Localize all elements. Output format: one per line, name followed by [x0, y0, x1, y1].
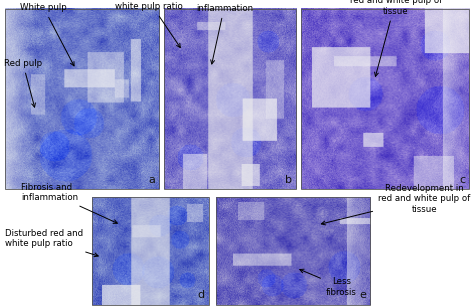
Text: c: c	[459, 175, 465, 185]
Bar	[92, 197, 209, 305]
Text: Fibrosis and
inflammation: Fibrosis and inflammation	[197, 0, 254, 64]
Text: d: d	[198, 290, 205, 300]
Text: Redevelopment in
red and white pulp of
tissue: Redevelopment in red and white pulp of t…	[321, 184, 470, 225]
Text: Redevelopment in
red and white pulp of
tissue: Redevelopment in red and white pulp of t…	[350, 0, 442, 76]
Text: Disturbed red and
white pulp ratio: Disturbed red and white pulp ratio	[110, 0, 188, 48]
Text: Less
fibrosis: Less fibrosis	[300, 269, 357, 297]
Text: a: a	[148, 175, 155, 185]
Bar	[5, 9, 159, 189]
Text: b: b	[285, 175, 292, 185]
Text: e: e	[359, 290, 366, 300]
Bar	[164, 9, 296, 189]
Bar	[301, 9, 469, 189]
Text: Fibrosis and
inflammation: Fibrosis and inflammation	[21, 183, 118, 223]
Bar	[216, 197, 370, 305]
Text: Red pulp: Red pulp	[4, 59, 42, 107]
Text: Disturbed red and
white pulp ratio: Disturbed red and white pulp ratio	[5, 229, 98, 257]
Text: White pulp: White pulp	[20, 3, 74, 66]
